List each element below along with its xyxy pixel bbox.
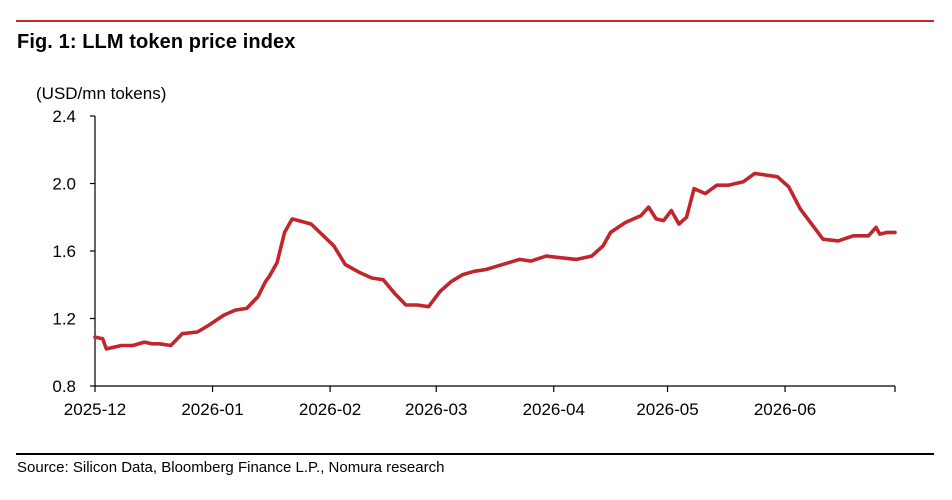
chart-plot (93, 171, 897, 351)
bottom-rule (16, 453, 934, 455)
y-tick-label: 2.0 (52, 175, 76, 194)
y-tick-label: 2.4 (52, 107, 76, 126)
x-tick-label: 2026-04 (523, 400, 585, 419)
x-tick-label: 2026-06 (754, 400, 816, 419)
figure-title: Fig. 1: LLM token price index (17, 31, 296, 53)
y-tick-label: 1.6 (52, 242, 76, 261)
price-index-line (93, 171, 897, 351)
y-tick-label: 0.8 (52, 377, 76, 396)
y-tick-label: 1.2 (52, 310, 76, 329)
x-tick-label: 2026-02 (299, 400, 361, 419)
x-tick-label: 2026-03 (405, 400, 467, 419)
x-tick-label: 2025-12 (64, 400, 126, 419)
x-tick-label: 2026-01 (181, 400, 243, 419)
chart-axes: 0.8 1.2 1.6 2.0 2.4 2025-12 2026-01 2026-02 2026… (52, 107, 896, 419)
top-rule (16, 20, 934, 22)
source-note: Source: Silicon Data, Bloomberg Finance … (17, 459, 445, 476)
x-tick-label: 2026-05 (636, 400, 698, 419)
y-axis-unit-label: (USD/mn tokens) (36, 84, 166, 103)
